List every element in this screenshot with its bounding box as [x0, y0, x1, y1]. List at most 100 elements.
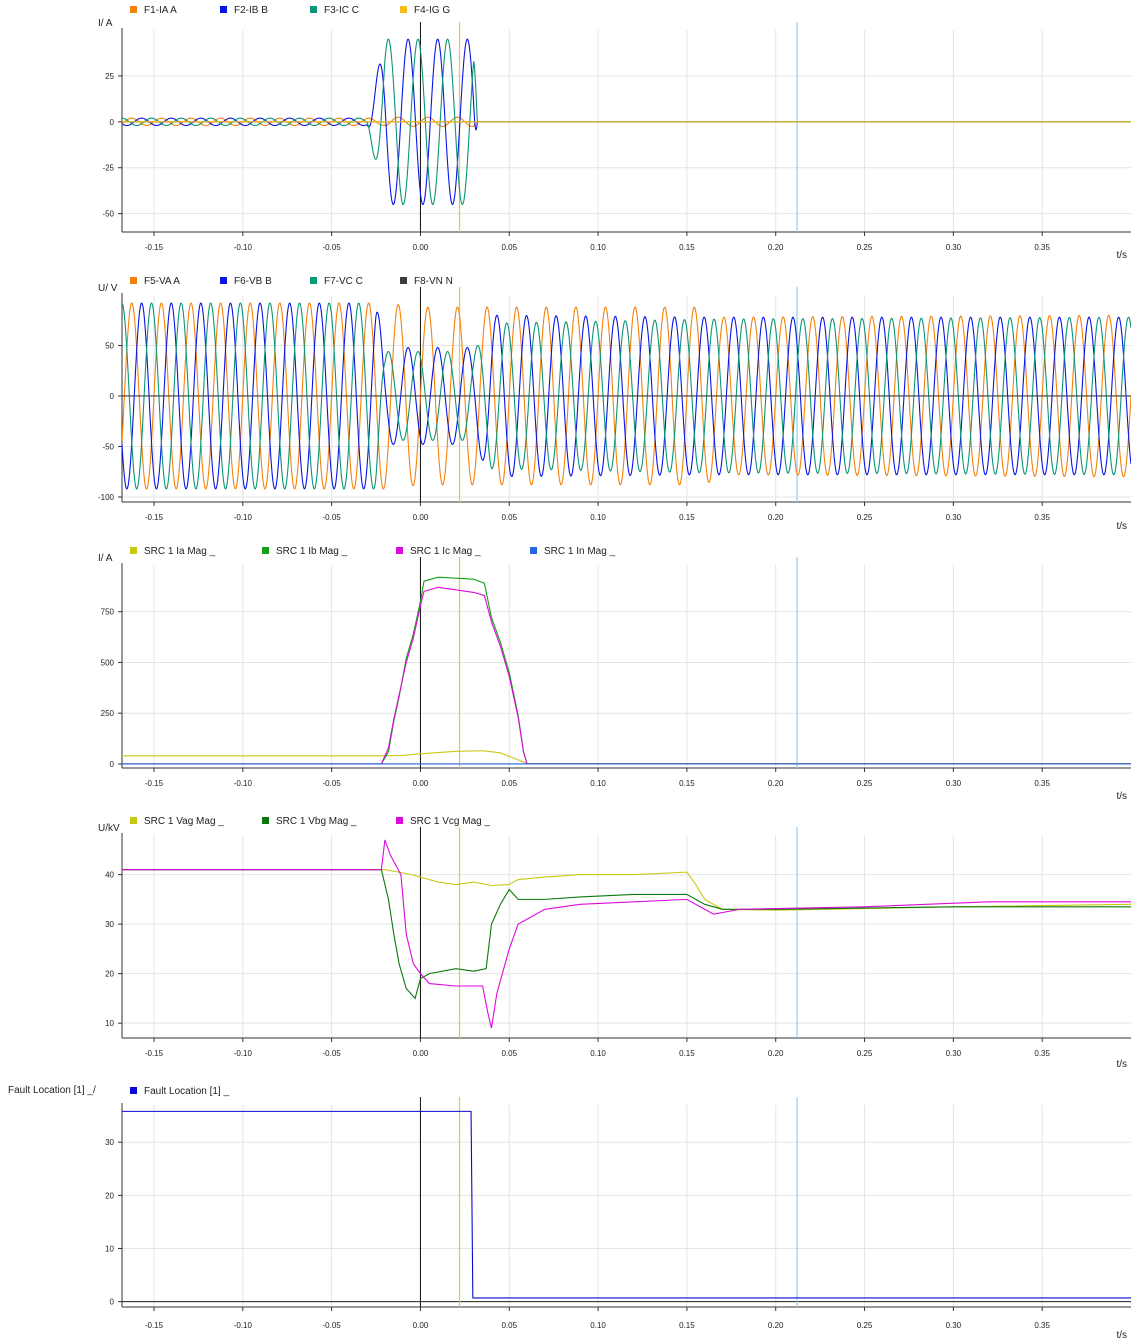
y-axis-label: I/ A	[98, 553, 113, 564]
y-axis-label: U/kV	[98, 823, 120, 834]
legend-swatch	[400, 277, 407, 284]
y-tick-label: 0	[110, 392, 115, 401]
x-axis-label: t/s	[1116, 521, 1127, 532]
x-tick-label: 0.00	[413, 779, 429, 788]
legend-item[interactable]: F5-VA A	[130, 276, 180, 287]
legend-item[interactable]: F3-IC C	[310, 5, 359, 16]
x-tick-label: 0.15	[679, 243, 695, 252]
x-tick-label: 0.20	[768, 779, 784, 788]
y-tick-label: 0	[110, 1298, 115, 1307]
y-axis-label: Fault Location [1] _/	[8, 1085, 96, 1096]
legend-label: Fault Location [1] _	[144, 1086, 229, 1097]
x-tick-label: 0.20	[768, 513, 784, 522]
x-tick-label: 0.35	[1034, 1321, 1050, 1330]
x-tick-label: 0.15	[679, 1049, 695, 1058]
legend-item[interactable]: SRC 1 Ib Mag _	[262, 546, 348, 557]
legend-item[interactable]: F6-VB B	[220, 276, 272, 287]
x-tick-label: 0.10	[590, 1049, 606, 1058]
x-tick-label: 0.00	[413, 1321, 429, 1330]
chart-panel-3: 0 250 500 750 -0.15 -0.10 -0.05 0.00 0.05 0.10 0.1…	[98, 546, 1131, 802]
legend-label: SRC 1 Ia Mag _	[144, 546, 216, 557]
x-tick-label: 0.25	[857, 513, 873, 522]
x-tick-label: -0.05	[322, 1049, 341, 1058]
legend-label: F7-VC C	[324, 276, 363, 287]
legend-item[interactable]: SRC 1 In Mag _	[530, 546, 616, 557]
x-tick-label: 0.30	[946, 779, 962, 788]
legend-swatch	[530, 547, 537, 554]
x-tick-label: -0.15	[145, 779, 164, 788]
x-tick-label: 0.15	[679, 1321, 695, 1330]
legend-swatch	[130, 6, 137, 13]
legend-swatch	[220, 6, 227, 13]
x-tick-label: 0.20	[768, 1321, 784, 1330]
x-tick-label: -0.15	[145, 1321, 164, 1330]
y-tick-label: 750	[101, 608, 115, 617]
x-tick-label: 0.10	[590, 513, 606, 522]
x-axis-label: t/s	[1116, 791, 1127, 802]
x-tick-label: 0.15	[679, 513, 695, 522]
x-tick-label: 0.30	[946, 513, 962, 522]
series-line-2	[122, 576, 1131, 765]
x-tick-label: -0.10	[234, 779, 253, 788]
x-tick-label: -0.05	[322, 243, 341, 252]
legend-item[interactable]: SRC 1 Vbg Mag _	[262, 816, 357, 827]
legend-label: SRC 1 Vag Mag _	[144, 816, 224, 827]
y-tick-label: 40	[105, 871, 114, 880]
x-tick-label: 0.10	[590, 1321, 606, 1330]
legend-swatch	[130, 1087, 137, 1094]
series-line-3	[122, 302, 1131, 490]
legend-item[interactable]: F8-VN N	[400, 276, 453, 287]
legend-label: SRC 1 Ib Mag _	[276, 546, 348, 557]
x-tick-label: 0.25	[857, 1321, 873, 1330]
x-tick-label: 0.35	[1034, 513, 1050, 522]
legend-label: SRC 1 In Mag _	[544, 546, 616, 557]
legend-label: F1-IA A	[144, 5, 177, 16]
x-tick-label: 0.30	[946, 1049, 962, 1058]
legend-item[interactable]: Fault Location [1] _	[130, 1086, 229, 1097]
x-tick-label: 0.25	[857, 1049, 873, 1058]
legend-item[interactable]: SRC 1 Ia Mag _	[130, 546, 216, 557]
legend-label: F5-VA A	[144, 276, 180, 287]
series-line-2	[122, 869, 1131, 1000]
x-tick-label: 0.35	[1034, 779, 1050, 788]
legend-swatch	[310, 277, 317, 284]
series-line-3	[122, 586, 1131, 765]
y-tick-label: 30	[105, 920, 114, 929]
y-tick-label: 0	[110, 118, 115, 127]
legend-label: F4-IG G	[414, 5, 450, 16]
x-tick-label: -0.10	[234, 1321, 253, 1330]
x-tick-label: 0.00	[413, 513, 429, 522]
x-tick-label: 0.35	[1034, 1049, 1050, 1058]
x-tick-label: 0.25	[857, 779, 873, 788]
x-axis-label: t/s	[1116, 250, 1127, 261]
legend-item[interactable]: F7-VC C	[310, 276, 363, 287]
x-tick-label: -0.15	[145, 513, 164, 522]
x-tick-label: 0.15	[679, 779, 695, 788]
y-tick-label: 10	[105, 1019, 114, 1028]
legend-label: SRC 1 Vbg Mag _	[276, 816, 357, 827]
y-tick-label: -50	[102, 210, 114, 219]
x-tick-label: 0.05	[501, 1049, 517, 1058]
chart-panel-1: -50 -25 0 25 -0.15 -0.10 -0.05 0.00 0.05 0.10 0.15…	[98, 5, 1131, 261]
legend-swatch	[220, 277, 227, 284]
legend-item[interactable]: F1-IA A	[130, 5, 177, 16]
legend-swatch	[130, 277, 137, 284]
legend-item[interactable]: SRC 1 Ic Mag _	[396, 546, 481, 557]
legend-item[interactable]: F2-IB B	[220, 5, 268, 16]
legend-item[interactable]: SRC 1 Vag Mag _	[130, 816, 224, 827]
x-tick-label: 0.05	[501, 243, 517, 252]
x-tick-label: 0.20	[768, 243, 784, 252]
series-line-3	[122, 839, 1131, 1029]
legend-swatch	[396, 547, 403, 554]
legend-swatch	[396, 817, 403, 824]
legend-item[interactable]: SRC 1 Vcg Mag _	[396, 816, 490, 827]
x-tick-label: 0.20	[768, 1049, 784, 1058]
legend-item[interactable]: F4-IG G	[400, 5, 450, 16]
x-tick-label: -0.15	[145, 1049, 164, 1058]
x-tick-label: -0.05	[322, 1321, 341, 1330]
x-tick-label: -0.15	[145, 243, 164, 252]
y-tick-label: 30	[105, 1138, 114, 1147]
x-tick-label: 0.30	[946, 1321, 962, 1330]
x-tick-label: 0.25	[857, 243, 873, 252]
legend-swatch	[262, 817, 269, 824]
